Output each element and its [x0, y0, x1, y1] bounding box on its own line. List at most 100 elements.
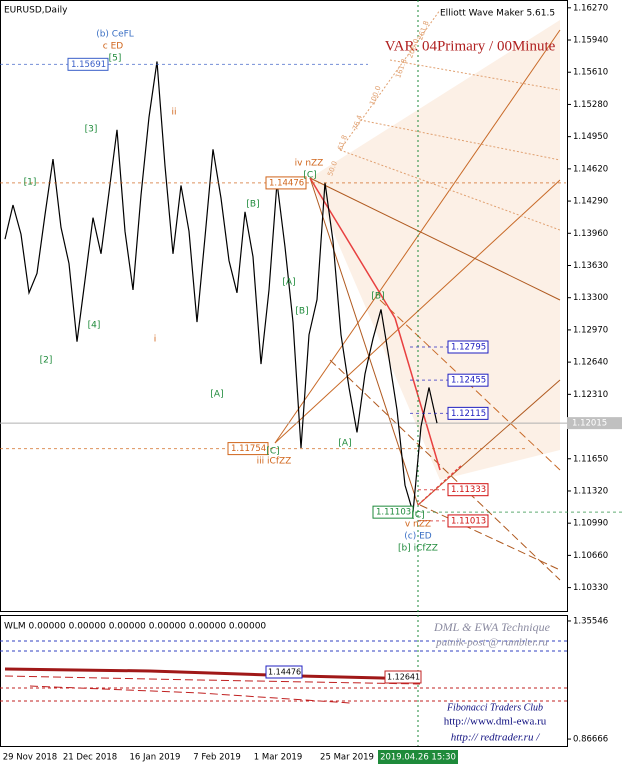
y-tick-label: 1.15610	[573, 68, 608, 78]
y-tick-label: 1.11650	[573, 454, 608, 464]
wave-label: [1]	[24, 178, 37, 188]
trend-line	[394, 317, 441, 471]
price-box-label: 1.11333	[451, 485, 486, 495]
wave-label: [C]	[266, 447, 279, 457]
wave-label: [A]	[338, 439, 351, 449]
credit: Fibonacci Traders Club	[446, 702, 543, 713]
x-tick-label: 2019.04.26 15:30	[380, 753, 456, 763]
y-tick-label: 1.13630	[573, 261, 608, 271]
chart-title: EURUSD,Daily	[4, 6, 68, 16]
price-box-label: 1.12115	[451, 409, 486, 419]
wave-label: c ED	[103, 42, 123, 52]
indicator-title: WLM 0.00000 0.00000 0.00000 0.00000 0.00…	[4, 622, 266, 632]
wave-label: v nZZ	[405, 520, 431, 530]
y-tick-label: 1.14620	[573, 164, 608, 174]
wave-label: ii	[171, 108, 176, 118]
price-box	[227, 442, 269, 456]
price-box-label: 1.12795	[451, 342, 486, 352]
y-tick-label: 1.13300	[573, 293, 608, 303]
y-tick-label: 1.15280	[573, 100, 608, 110]
wave-label: [2]	[40, 356, 53, 366]
price-box	[447, 483, 489, 497]
price-box-label: 1.12455	[451, 376, 486, 386]
y-tick-label: 1.12970	[573, 325, 608, 335]
y-tick-label: 1.10660	[573, 551, 608, 561]
indicator-label: 1.12641	[387, 673, 420, 682]
price-box-label: 1.11754	[231, 444, 266, 454]
fan-line	[419, 504, 561, 571]
subtitle: Elliott Wave Maker 5.61.5	[440, 9, 555, 19]
fan-line	[359, 119, 561, 161]
price-box	[447, 514, 489, 528]
fan-line	[309, 177, 561, 301]
wave-label: [A]	[210, 390, 223, 400]
price-box	[447, 373, 489, 387]
y-tick-label: 1.13960	[573, 229, 608, 239]
wlm-line	[4, 675, 421, 685]
y-tick-label: 1.11320	[573, 486, 608, 496]
x-tick-label: 29 Nov 2018	[3, 753, 57, 763]
fan-line	[309, 177, 419, 506]
wave-label: iii iCfZZ	[257, 457, 292, 467]
wave-label: [B]	[295, 307, 308, 317]
price-box-label: 1.11103	[376, 508, 411, 518]
indicator-box	[265, 665, 303, 679]
y-tick-label: 1.15940	[573, 36, 608, 46]
indicator-label: 1.14476	[268, 668, 301, 677]
credit: http://www.dml-ewa.ru	[444, 716, 547, 728]
variant: VAR. 04Primary / 00Minute	[385, 38, 556, 54]
y-tick-label: 0.86666	[573, 735, 608, 745]
wave-label: [C]	[303, 171, 316, 181]
wave-label: iv nZZ	[295, 159, 324, 169]
wave-label: [b] iCfZZ	[398, 544, 438, 554]
price-box	[265, 176, 307, 190]
y-tick-label: 1.12640	[573, 358, 608, 368]
y-tick-label: 1.10330	[573, 583, 608, 593]
price-box-label: 1.11013	[451, 516, 486, 526]
y-tick-label: 1.35546	[573, 616, 608, 626]
price-line	[4, 61, 438, 513]
fan-line	[329, 359, 561, 581]
x-tick-label: 16 Jan 2019	[130, 753, 181, 763]
wlm-line	[4, 667, 421, 681]
wave-label: (c) ED	[404, 532, 432, 542]
indicator-box	[384, 670, 422, 684]
price-box	[67, 57, 109, 71]
wave-label: [3]	[85, 125, 98, 135]
y-tick-label: 1.14950	[573, 132, 608, 142]
current-price-label: 1.12015	[572, 419, 607, 429]
price-box-label: 1.15691	[71, 60, 106, 70]
wlm-line	[29, 685, 351, 704]
price-box-label: 1.14476	[269, 178, 304, 188]
credit: putnik-post @ rambler.ru	[435, 637, 548, 649]
credit: DML & EWA Technique	[433, 620, 551, 634]
x-tick-label: 7 Feb 2019	[193, 753, 241, 763]
fan-line	[339, 9, 441, 151]
credit: http:// redtrader.ru /	[451, 732, 540, 744]
wave-label: [A]	[282, 278, 295, 288]
wave-label: [5]	[109, 54, 122, 64]
fan-zone	[310, 20, 560, 480]
current-price-box	[567, 417, 622, 430]
fan-line	[339, 149, 561, 231]
price-box	[372, 505, 414, 519]
indicator-lines	[0, 640, 567, 704]
price-box	[447, 340, 489, 354]
x-tick-label: 25 Mar 2019	[320, 753, 374, 763]
wave-label: [B]	[371, 292, 384, 302]
wave-label: [B]	[246, 200, 259, 210]
wave-label: [4]	[88, 321, 101, 331]
y-tick-label: 1.12310	[573, 390, 608, 400]
indicator-frame	[0, 615, 568, 747]
fan	[274, 0, 561, 746]
y-tick-label: 1.10990	[573, 519, 608, 529]
time-box	[378, 750, 458, 764]
y-tick-label: 1.14290	[573, 197, 608, 207]
wave-label: (b) CeFL	[96, 30, 134, 40]
x-tick-label: 21 Dec 2018	[63, 753, 117, 763]
wave-label: [C]	[411, 511, 424, 521]
x-tick-label: 1 Mar 2019	[254, 753, 302, 763]
price-box	[447, 406, 489, 420]
y-tick-label: 1.16270	[573, 3, 608, 13]
